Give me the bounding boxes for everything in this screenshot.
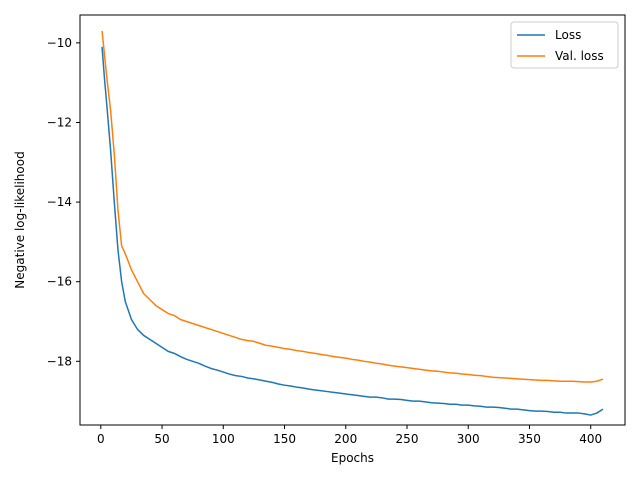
x-tick-label: 300 (457, 432, 480, 446)
x-tick-label: 350 (518, 432, 541, 446)
x-tick-label: 150 (273, 432, 296, 446)
x-tick-label: 100 (212, 432, 235, 446)
legend-label-val-loss: Val. loss (555, 49, 604, 63)
axes-frame (79, 14, 626, 426)
x-tick-label: 200 (334, 432, 357, 446)
y-tick-label: −14 (47, 195, 72, 209)
y-tick-label: −16 (47, 275, 72, 289)
x-tick-label: 250 (396, 432, 419, 446)
series-layer (101, 30, 604, 416)
x-tick-label: 400 (579, 432, 602, 446)
legend: Loss Val. loss (510, 21, 619, 69)
x-tick-label: 50 (154, 432, 169, 446)
y-axis-label: Negative log-likelihood (13, 151, 27, 288)
x-axis-label: Epochs (331, 451, 374, 465)
series-line-loss (101, 46, 604, 416)
y-tick-label: −12 (47, 115, 72, 129)
y-tick-label: −18 (47, 354, 72, 368)
x-axis-ticks: 0 50 100 150 200 250 300 350 400 (97, 425, 602, 446)
y-tick-label: −10 (47, 36, 72, 50)
x-tick-label: 0 (97, 432, 105, 446)
legend-label-loss: Loss (555, 28, 581, 42)
series-line-val-loss (101, 30, 604, 383)
y-axis-ticks: −18 −16 −14 −12 −10 (47, 36, 80, 368)
